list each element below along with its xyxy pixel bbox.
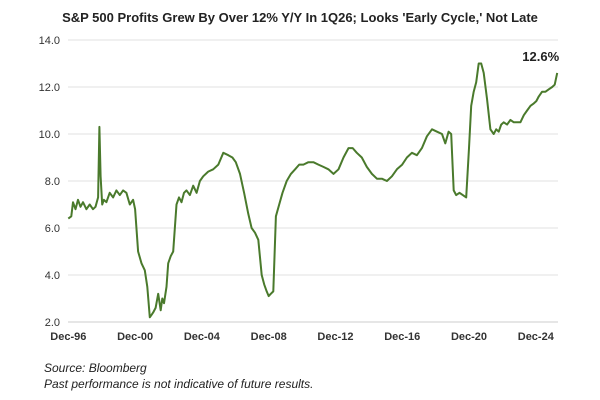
series-line: [67, 62, 559, 319]
y-tick-label: 10.0: [39, 129, 60, 141]
y-tick-label: 4.0: [45, 270, 60, 282]
gridlines: [68, 39, 558, 276]
y-tick-label: 8.0: [45, 176, 60, 188]
x-tick-label: Dec-96: [50, 331, 86, 343]
x-tick-label: Dec-12: [317, 331, 353, 343]
x-tick-label: Dec-04: [184, 331, 221, 343]
y-tick-label: 6.0: [45, 223, 60, 235]
y-tick-label: 12.0: [39, 82, 60, 94]
latest-value-label: 12.6%: [522, 49, 559, 64]
x-tick-label: Dec-00: [117, 331, 153, 343]
series-group: [67, 62, 559, 319]
footer-notes: Source: Bloomberg Past performance is no…: [44, 360, 313, 392]
x-tick-label: Dec-16: [384, 331, 420, 343]
x-tick-label: Dec-20: [451, 331, 487, 343]
chart-title: S&P 500 Profits Grew By Over 12% Y/Y In …: [62, 10, 538, 25]
x-tick-label: Dec-08: [251, 331, 287, 343]
source-note: Source: Bloomberg: [44, 361, 147, 375]
disclaimer-note: Past performance is not indicative of fu…: [44, 377, 314, 391]
x-axis: Dec-96 Dec-00 Dec-04 Dec-08 Dec-12 Dec-16 Dec-…: [50, 331, 554, 343]
y-axis: 2.0 4.0 6.0 8.0 10.0 12.0 14.0: [39, 35, 60, 329]
x-tick-label: Dec-24: [518, 331, 555, 343]
y-tick-label: 14.0: [39, 35, 60, 47]
y-tick-label: 2.0: [45, 317, 60, 329]
